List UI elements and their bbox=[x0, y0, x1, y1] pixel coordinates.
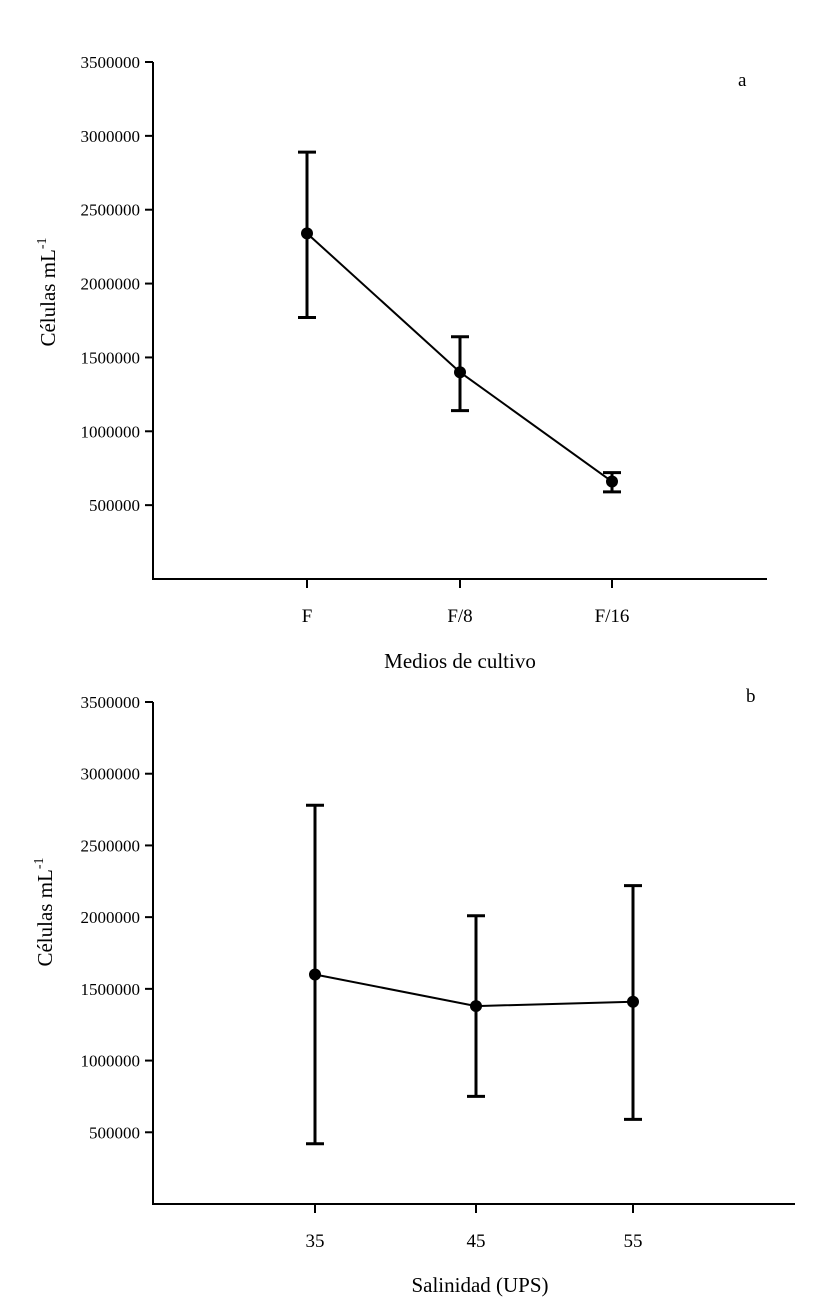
y-tick-label: 2500000 bbox=[81, 836, 141, 855]
data-point bbox=[309, 968, 321, 981]
data-series bbox=[298, 150, 621, 494]
x-tick-label: F/8 bbox=[447, 606, 472, 627]
x-ticks: 35 45 55 bbox=[306, 1204, 643, 1252]
y-axis-title: Células mL-1 bbox=[32, 857, 57, 966]
y-ticks: 500000 1000000 1500000 2000000 2500000 300000… bbox=[81, 53, 153, 515]
y-tick-label: 2000000 bbox=[81, 275, 141, 294]
x-tick-label: F/16 bbox=[595, 606, 630, 627]
y-tick-label: 1500000 bbox=[81, 980, 141, 999]
x-tick-label: 35 bbox=[306, 1231, 325, 1252]
panel-letter: a bbox=[738, 70, 747, 91]
data-point bbox=[606, 475, 618, 488]
panel-letter: b bbox=[746, 686, 756, 707]
x-tick-label: 45 bbox=[467, 1231, 486, 1252]
y-axis-title-superscript: -1 bbox=[32, 857, 47, 869]
x-axis-title: Salinidad (UPS) bbox=[411, 1273, 548, 1297]
y-tick-label: 3500000 bbox=[81, 693, 141, 712]
y-tick-label: 500000 bbox=[89, 1123, 140, 1142]
y-axis-title-superscript: -1 bbox=[35, 237, 50, 249]
chart-panel-a: 500000 1000000 1500000 2000000 2500000 300000… bbox=[35, 53, 767, 673]
x-ticks: F F/8 F/16 bbox=[302, 579, 630, 627]
x-tick-label: F bbox=[302, 606, 313, 627]
y-tick-label: 3500000 bbox=[81, 53, 141, 72]
y-tick-label: 3000000 bbox=[81, 765, 141, 784]
data-point bbox=[301, 227, 313, 240]
y-ticks: 500000 1000000 1500000 2000000 2500000 300000… bbox=[81, 693, 153, 1142]
data-point bbox=[454, 366, 466, 379]
y-tick-label: 500000 bbox=[89, 496, 140, 515]
x-tick-label: 55 bbox=[624, 1231, 643, 1252]
y-tick-label: 2000000 bbox=[81, 908, 141, 927]
y-axis-title-text: Células mL bbox=[33, 869, 57, 966]
y-tick-label: 3000000 bbox=[81, 127, 141, 146]
x-axis-title: Medios de cultivo bbox=[384, 649, 536, 673]
chart-panel-b: 500000 1000000 1500000 2000000 2500000 300000… bbox=[32, 686, 795, 1297]
y-axis-title: Células mL-1 bbox=[35, 237, 60, 346]
y-tick-label: 1500000 bbox=[81, 348, 141, 367]
data-point bbox=[627, 995, 639, 1008]
y-tick-label: 2500000 bbox=[81, 201, 141, 220]
data-series bbox=[306, 803, 642, 1146]
data-point bbox=[470, 1000, 482, 1013]
y-axis-title-text: Células mL bbox=[36, 249, 60, 346]
y-tick-label: 1000000 bbox=[81, 1052, 141, 1071]
y-tick-label: 1000000 bbox=[81, 422, 141, 441]
